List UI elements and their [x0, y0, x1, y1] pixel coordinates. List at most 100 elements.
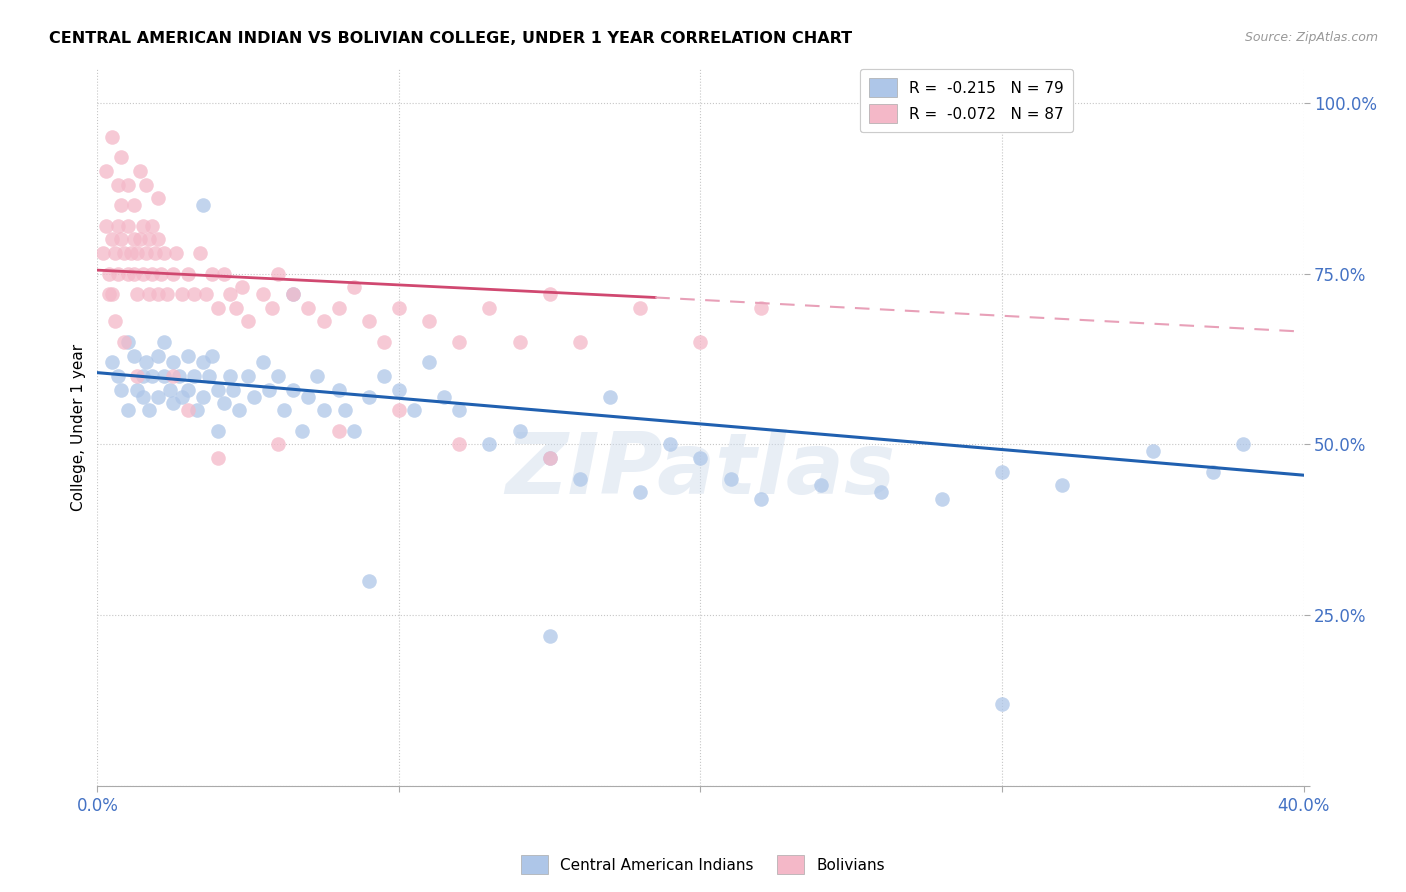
Point: [177, 349, 200, 363]
Point: [146, 287, 169, 301]
Point: [231, 280, 253, 294]
Point: [257, 383, 280, 397]
Point: [152, 334, 174, 349]
Point: [207, 451, 229, 466]
Point: [135, 355, 157, 369]
Point: [125, 246, 148, 260]
Point: [222, 383, 245, 397]
Point: [188, 246, 211, 260]
Point: [357, 314, 380, 328]
Point: [183, 369, 205, 384]
Point: [135, 246, 157, 260]
Legend: Central American Indians, Bolivians: Central American Indians, Bolivians: [515, 849, 891, 880]
Point: [568, 334, 591, 349]
Point: [165, 246, 187, 260]
Point: [156, 287, 179, 301]
Point: [191, 198, 214, 212]
Point: [283, 287, 305, 301]
Point: [93, 246, 115, 260]
Point: [373, 369, 395, 384]
Point: [125, 287, 148, 301]
Point: [101, 287, 124, 301]
Point: [599, 390, 621, 404]
Y-axis label: College, Under 1 year: College, Under 1 year: [72, 343, 86, 511]
Point: [291, 424, 314, 438]
Point: [131, 369, 153, 384]
Point: [149, 267, 172, 281]
Point: [252, 355, 274, 369]
Point: [114, 246, 136, 260]
Point: [183, 287, 205, 301]
Point: [538, 451, 561, 466]
Point: [201, 349, 224, 363]
Point: [98, 267, 121, 281]
Point: [373, 334, 395, 349]
Point: [101, 355, 124, 369]
Point: [101, 129, 124, 144]
Point: [170, 287, 193, 301]
Point: [307, 369, 329, 384]
Point: [146, 349, 169, 363]
Point: [297, 390, 319, 404]
Point: [478, 301, 501, 315]
Point: [297, 301, 319, 315]
Point: [186, 403, 208, 417]
Point: [228, 403, 250, 417]
Point: [138, 403, 160, 417]
Point: [212, 396, 235, 410]
Text: CENTRAL AMERICAN INDIAN VS BOLIVIAN COLLEGE, UNDER 1 YEAR CORRELATION CHART: CENTRAL AMERICAN INDIAN VS BOLIVIAN COLL…: [49, 31, 852, 46]
Point: [110, 383, 132, 397]
Point: [207, 301, 229, 315]
Point: [191, 390, 214, 404]
Point: [194, 287, 217, 301]
Point: [143, 246, 166, 260]
Point: [125, 383, 148, 397]
Point: [162, 396, 184, 410]
Legend: R =  -0.215   N = 79, R =  -0.072   N = 87: R = -0.215 N = 79, R = -0.072 N = 87: [860, 69, 1073, 132]
Point: [177, 383, 200, 397]
Point: [720, 472, 742, 486]
Point: [128, 164, 150, 178]
Point: [659, 437, 682, 451]
Point: [128, 232, 150, 246]
Point: [508, 334, 530, 349]
Text: ZIPatlas: ZIPatlas: [505, 429, 896, 512]
Point: [267, 369, 290, 384]
Point: [117, 403, 139, 417]
Point: [114, 334, 136, 349]
Point: [568, 472, 591, 486]
Point: [402, 403, 425, 417]
Point: [104, 246, 127, 260]
Point: [122, 267, 145, 281]
Point: [117, 334, 139, 349]
Point: [1142, 444, 1164, 458]
Point: [207, 424, 229, 438]
Point: [538, 451, 561, 466]
Point: [177, 403, 200, 417]
Point: [449, 334, 471, 349]
Point: [117, 219, 139, 233]
Point: [343, 424, 366, 438]
Point: [357, 574, 380, 588]
Point: [135, 178, 157, 192]
Point: [418, 355, 440, 369]
Point: [931, 492, 953, 507]
Point: [312, 314, 335, 328]
Point: [212, 267, 235, 281]
Point: [449, 437, 471, 451]
Point: [267, 267, 290, 281]
Point: [138, 287, 160, 301]
Point: [810, 478, 832, 492]
Point: [146, 390, 169, 404]
Point: [219, 369, 242, 384]
Point: [122, 349, 145, 363]
Point: [433, 390, 456, 404]
Point: [991, 465, 1014, 479]
Point: [1202, 465, 1225, 479]
Point: [628, 485, 651, 500]
Point: [117, 178, 139, 192]
Point: [201, 267, 224, 281]
Point: [131, 267, 153, 281]
Point: [167, 369, 190, 384]
Point: [131, 390, 153, 404]
